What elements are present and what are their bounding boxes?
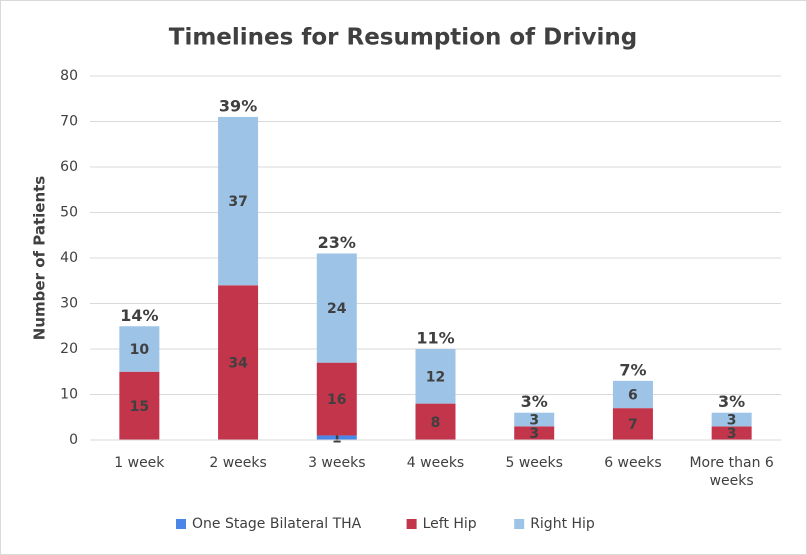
data-label: 24 bbox=[327, 301, 347, 317]
data-label: 8 bbox=[431, 415, 441, 431]
data-label: 37 bbox=[228, 194, 247, 210]
total-label: 23% bbox=[318, 233, 356, 252]
data-label: 1 bbox=[332, 431, 342, 447]
x-tick-label: 2 weeks bbox=[209, 455, 267, 471]
bar-segment bbox=[218, 116, 259, 286]
legend-label: Right Hip bbox=[530, 516, 595, 532]
bar-segment bbox=[514, 426, 555, 440]
chart-title: Timelines for Resumption of Driving bbox=[169, 25, 637, 51]
data-label: 3 bbox=[727, 413, 737, 429]
total-label: 14% bbox=[120, 306, 158, 325]
x-tick-label: 3 weeks bbox=[308, 455, 366, 471]
data-label: 16 bbox=[327, 392, 346, 408]
bar-segment bbox=[316, 253, 357, 363]
bar-segment bbox=[711, 412, 752, 427]
legend-label: One Stage Bilateral THA bbox=[192, 516, 362, 532]
data-label: 7 bbox=[628, 417, 638, 433]
data-label: 34 bbox=[228, 356, 248, 372]
data-label: 3 bbox=[529, 413, 539, 429]
x-tick-label: More than 6 weeks bbox=[689, 455, 774, 489]
bar-segment bbox=[514, 412, 555, 427]
bar-segment bbox=[119, 371, 160, 440]
total-label: 11% bbox=[416, 329, 454, 348]
total-label: 7% bbox=[619, 360, 646, 379]
y-tick-label: 40 bbox=[60, 250, 78, 266]
bar-segment bbox=[218, 285, 259, 440]
bar-segment bbox=[612, 408, 653, 440]
x-tick-label: 6 weeks bbox=[604, 455, 662, 471]
y-tick-label: 0 bbox=[69, 432, 78, 448]
data-label: 12 bbox=[426, 369, 445, 385]
bar-segment bbox=[711, 426, 752, 440]
y-tick-label: 70 bbox=[60, 114, 78, 130]
bar-segment bbox=[119, 326, 160, 372]
y-tick-label: 20 bbox=[60, 341, 78, 357]
legend-swatch bbox=[406, 519, 417, 529]
y-tick-label: 80 bbox=[60, 68, 78, 84]
bar-segment bbox=[316, 362, 357, 436]
data-label: 10 bbox=[130, 342, 150, 358]
legend-swatch bbox=[514, 519, 525, 529]
data-label: 3 bbox=[529, 426, 539, 442]
y-tick-label: 30 bbox=[60, 296, 78, 312]
bar-segment bbox=[415, 403, 456, 440]
y-tick-label: 10 bbox=[60, 387, 78, 403]
bar-segment bbox=[415, 349, 456, 404]
data-label: 6 bbox=[628, 388, 638, 404]
y-tick-label: 60 bbox=[60, 159, 78, 175]
legend-label: Left Hip bbox=[423, 516, 477, 532]
total-label: 3% bbox=[521, 392, 548, 411]
legend-swatch bbox=[176, 519, 186, 529]
y-tick-label: 50 bbox=[60, 205, 78, 221]
x-tick-label: 4 weeks bbox=[406, 455, 465, 471]
bar-segment bbox=[316, 435, 357, 440]
y-axis-label: Number of Patients bbox=[31, 176, 49, 340]
total-label: 3% bbox=[718, 392, 745, 411]
total-label: 39% bbox=[219, 96, 257, 115]
bar-segment bbox=[612, 380, 653, 409]
x-tick-label: 1 week bbox=[114, 455, 165, 471]
x-tick-label: 5 weeks bbox=[505, 455, 563, 471]
data-label: 15 bbox=[130, 399, 149, 415]
data-label: 3 bbox=[727, 426, 737, 442]
